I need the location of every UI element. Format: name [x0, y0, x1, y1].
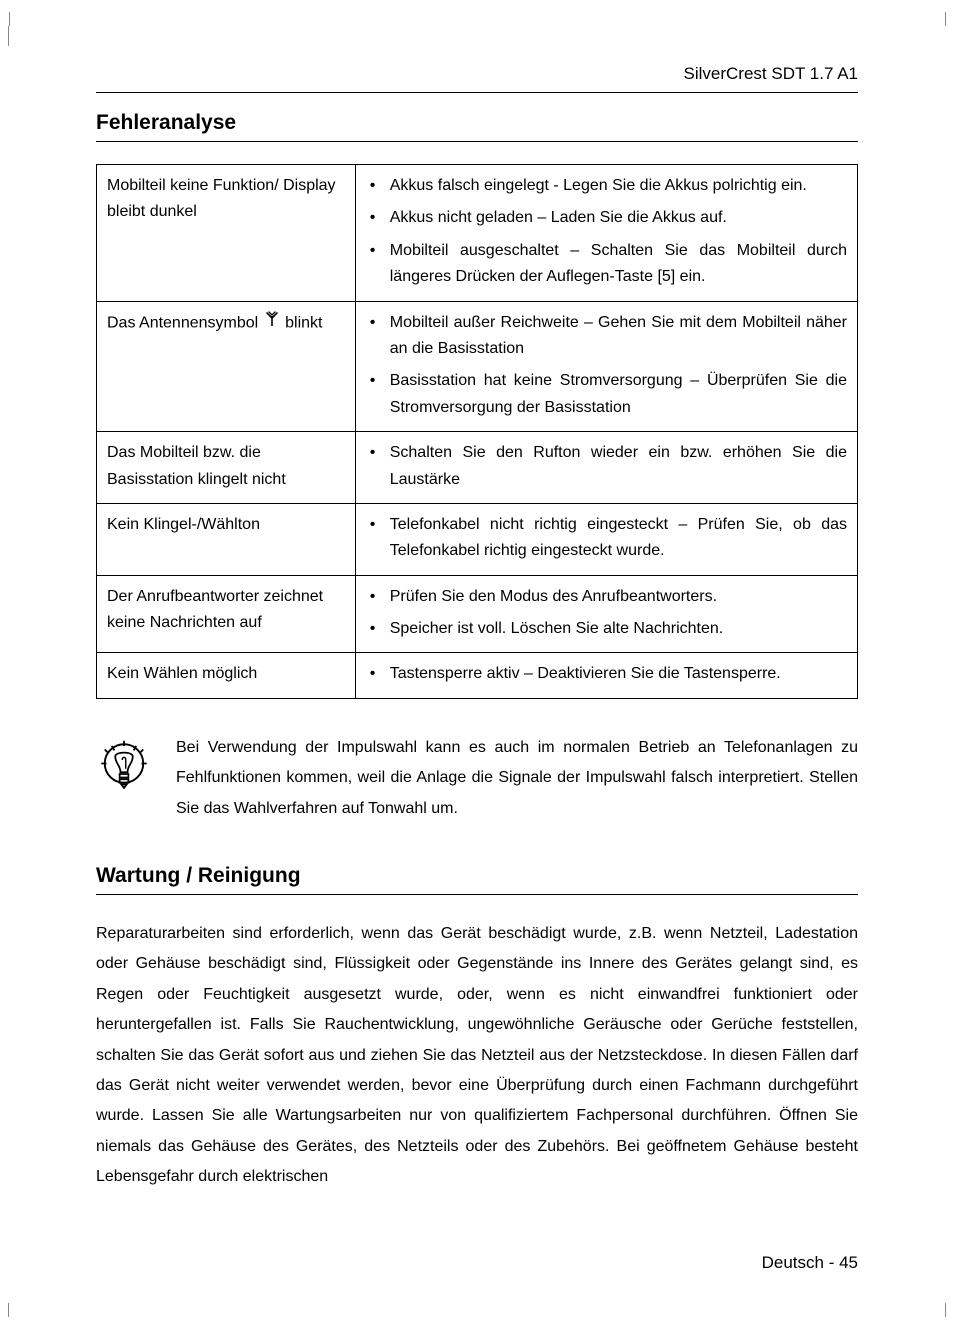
table-row: Kein Wählen möglich Tastensperre aktiv –… [97, 653, 858, 698]
solution-cell: Mobilteil außer Reichweite – Gehen Sie m… [355, 301, 857, 432]
problem-cell: Der Anrufbeantworter zeichnet keine Nach… [97, 575, 356, 653]
table-row: Das Mobilteil bzw. die Basisstation klin… [97, 432, 858, 504]
solution-item: Tastensperre aktiv – Deaktivieren Sie di… [366, 661, 847, 687]
section-rule-fehleranalyse [96, 141, 858, 142]
wartung-paragraph: Reparaturarbeiten sind erforderlich, wen… [96, 919, 858, 1193]
table-row: Kein Klingel-/Wählton Telefonkabel nicht… [97, 503, 858, 575]
footer-sep: - [824, 1253, 839, 1272]
table-row: Mobilteil keine Funktion/ Display bleibt… [97, 165, 858, 302]
solution-item: Speicher ist voll. Löschen Sie alte Nach… [366, 616, 847, 642]
problem-cell: Das Antennensymbol blinkt [97, 301, 356, 432]
problem-text-pre: Das Antennensymbol [107, 314, 263, 331]
section-title-wartung: Wartung / Reinigung [96, 864, 858, 888]
note-block: Bei Verwendung der Impulswahl kann es au… [96, 733, 858, 824]
note-text: Bei Verwendung der Impulswahl kann es au… [176, 733, 858, 824]
solution-cell: Akkus falsch eingelegt - Legen Sie die A… [355, 165, 857, 302]
crop-mark-bottom-left [8, 1283, 28, 1303]
solution-cell: Schalten Sie den Rufton wieder ein bzw. … [355, 432, 857, 504]
lightbulb-icon [96, 739, 160, 800]
solution-item: Telefonkabel nicht richtig eingesteckt –… [366, 512, 847, 565]
solution-cell: Telefonkabel nicht richtig eingesteckt –… [355, 503, 857, 575]
solution-cell: Prüfen Sie den Modus des Anrufbeantworte… [355, 575, 857, 653]
header-brand: SilverCrest SDT 1.7 A1 [96, 64, 858, 84]
troubleshoot-table: Mobilteil keine Funktion/ Display bleibt… [96, 164, 858, 699]
crop-mark-top-left [8, 26, 29, 46]
solution-item: Basisstation hat keine Stromversorgung –… [366, 368, 847, 421]
problem-cell: Mobilteil keine Funktion/ Display bleibt… [97, 165, 356, 302]
solution-item: Akkus falsch eingelegt - Legen Sie die A… [366, 173, 847, 199]
antenna-icon [265, 310, 279, 336]
problem-cell: Das Mobilteil bzw. die Basisstation klin… [97, 432, 356, 504]
page: SilverCrest SDT 1.7 A1 Fehleranalyse Mob… [0, 0, 954, 1329]
solution-item: Akkus nicht geladen – Laden Sie die Akku… [366, 205, 847, 231]
table-row: Der Anrufbeantworter zeichnet keine Nach… [97, 575, 858, 653]
solution-item: Mobilteil außer Reichweite – Gehen Sie m… [366, 310, 847, 363]
solution-item: Mobilteil ausgeschaltet – Schalten Sie d… [366, 238, 847, 291]
problem-cell: Kein Wählen möglich [97, 653, 356, 698]
crop-mark-top-right [926, 26, 946, 46]
problem-cell: Kein Klingel-/Wählton [97, 503, 356, 575]
header-rule [96, 92, 858, 93]
footer-lang: Deutsch [762, 1253, 824, 1272]
table-row: Das Antennensymbol blinkt Mobilteil auße… [97, 301, 858, 432]
crop-mark-bottom-right [926, 1283, 946, 1303]
solution-item: Prüfen Sie den Modus des Anrufbeantworte… [366, 584, 847, 610]
solution-item: Schalten Sie den Rufton wieder ein bzw. … [366, 440, 847, 493]
section-title-fehleranalyse: Fehleranalyse [96, 111, 858, 135]
page-footer: Deutsch - 45 [762, 1253, 858, 1273]
section-rule-wartung [96, 894, 858, 895]
solution-cell: Tastensperre aktiv – Deaktivieren Sie di… [355, 653, 857, 698]
footer-page: 45 [839, 1253, 858, 1272]
problem-text-post: blinkt [285, 314, 322, 331]
